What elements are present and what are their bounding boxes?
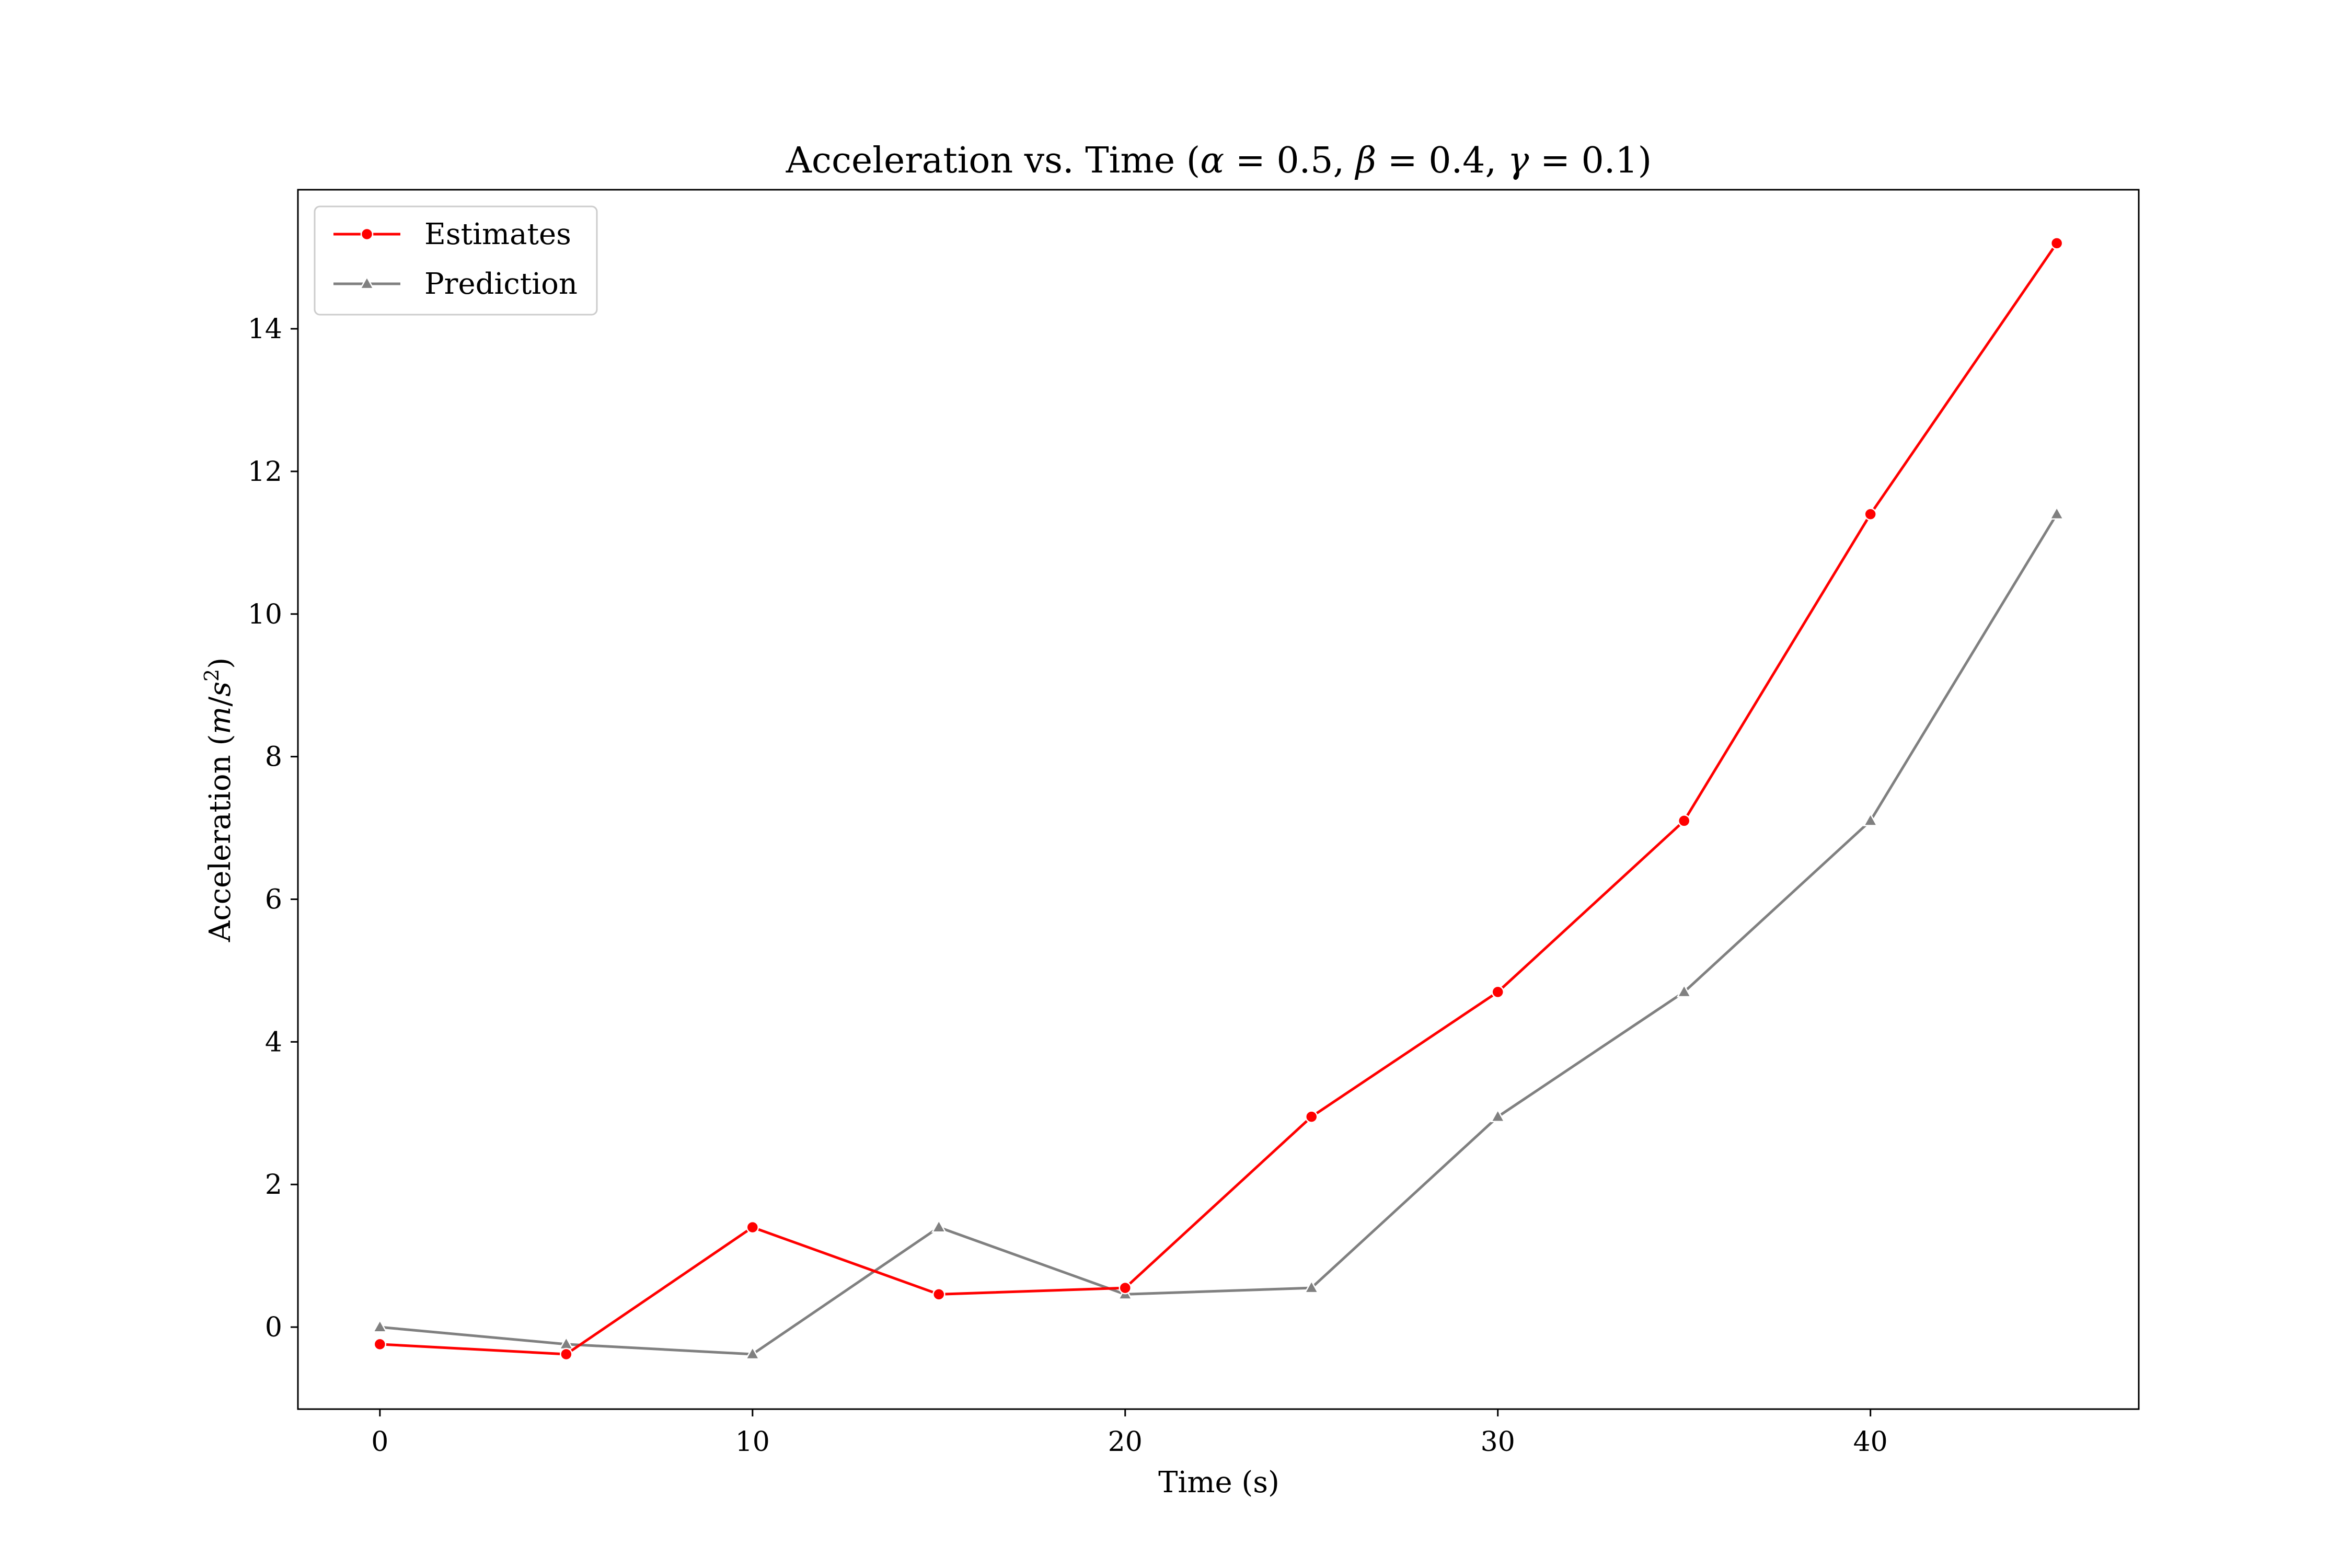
legend-label-estimates: Estimates (424, 217, 571, 251)
y-tick-label: 2 (265, 1169, 282, 1201)
x-axis-ticks: 0 10 20 30 40 (371, 1409, 1888, 1458)
title-alpha-symbol: α (1200, 140, 1224, 181)
data-point-estimates (1677, 814, 1691, 827)
title-gamma-value: = 0.1) (1529, 140, 1652, 181)
data-point-prediction (2049, 506, 2065, 520)
ylabel-unit-m: m (203, 707, 237, 734)
x-tick-label: 40 (1853, 1426, 1888, 1458)
data-point-estimates (1305, 1110, 1318, 1123)
x-tick-label: 10 (735, 1426, 770, 1458)
data-point-estimates (746, 1220, 759, 1234)
series-line-prediction (378, 513, 2058, 1356)
y-tick-label: 0 (265, 1312, 282, 1343)
title-beta-symbol: β (1354, 140, 1376, 181)
ylabel-unit-exponent: 2 (200, 669, 223, 682)
title-beta-value: = 0.4, (1376, 140, 1508, 181)
legend: Estimates Prediction (314, 205, 598, 316)
legend-label-prediction: Prediction (424, 267, 578, 301)
data-point-estimates (932, 1288, 946, 1301)
ylabel-suffix: ) (203, 658, 237, 669)
y-tick-label: 8 (265, 742, 282, 773)
data-point-prediction (931, 1219, 947, 1233)
chart-title: Acceleration vs. Time (α = 0.5, β = 0.4,… (786, 140, 1652, 181)
legend-item-prediction: Prediction (333, 267, 578, 301)
data-point-prediction (1304, 1279, 1319, 1294)
ylabel-unit-slash: / (203, 697, 237, 707)
data-point-estimates (1119, 1281, 1132, 1295)
data-point-estimates (2050, 237, 2063, 250)
series-estimates (373, 237, 2063, 1361)
data-point-prediction (372, 1319, 388, 1333)
data-point-estimates (560, 1347, 573, 1361)
x-axis-label: Time (s) (1158, 1466, 1279, 1500)
series-layer (372, 237, 2065, 1361)
y-tick-label: 6 (265, 884, 282, 916)
ylabel-unit-s: s (203, 682, 237, 697)
legend-swatch-circle-marker (360, 227, 374, 241)
series-line-estimates (378, 241, 2058, 1356)
data-point-prediction (1676, 984, 1692, 998)
data-point-prediction (1863, 812, 1878, 826)
x-tick-label: 20 (1108, 1426, 1143, 1458)
legend-item-estimates: Estimates (333, 217, 571, 251)
y-axis-label: Acceleration (m/s2) (200, 658, 237, 942)
data-point-estimates (1864, 508, 1877, 521)
y-tick-label: 10 (248, 599, 282, 630)
x-tick-label: 30 (1481, 1426, 1515, 1458)
data-point-prediction (745, 1346, 760, 1360)
legend-swatch-triangle-marker (359, 275, 375, 290)
title-alpha-value: = 0.5, (1224, 140, 1356, 181)
y-tick-label: 12 (248, 456, 282, 488)
series-prediction (372, 506, 2065, 1360)
data-point-estimates (373, 1338, 387, 1351)
ylabel-prefix: Acceleration ( (203, 734, 237, 942)
title-prefix: Acceleration vs. Time ( (786, 140, 1201, 181)
x-tick-label: 0 (371, 1426, 388, 1458)
y-tick-label: 14 (248, 314, 282, 345)
y-tick-label: 4 (265, 1027, 282, 1058)
y-axis-ticks: 0 2 4 6 8 10 12 14 (248, 314, 298, 1343)
data-point-prediction (1490, 1109, 1506, 1122)
data-point-estimates (1491, 985, 1504, 999)
title-gamma-symbol: γ (1508, 140, 1529, 181)
plot-frame (297, 189, 2140, 1410)
